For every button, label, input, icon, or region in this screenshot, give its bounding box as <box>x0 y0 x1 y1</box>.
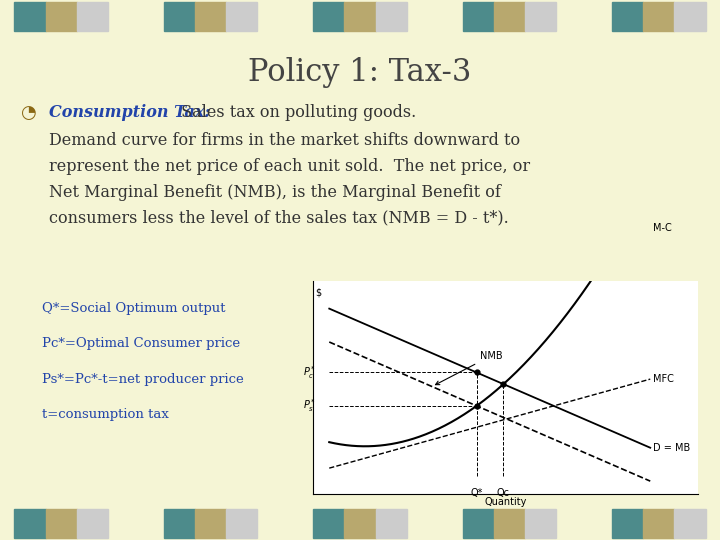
Text: M-C: M-C <box>654 223 672 233</box>
Bar <box>195 2 226 31</box>
Bar <box>376 2 407 31</box>
Text: Demand curve for firms in the market shifts downward to: Demand curve for firms in the market shi… <box>49 132 520 149</box>
Bar <box>163 2 195 31</box>
Bar <box>163 509 195 538</box>
Bar <box>675 509 706 538</box>
Bar <box>376 509 407 538</box>
Bar <box>313 2 344 31</box>
Bar <box>14 509 45 538</box>
Bar <box>494 509 525 538</box>
Bar <box>462 2 494 31</box>
Bar <box>45 2 77 31</box>
Bar <box>77 509 108 538</box>
Bar <box>494 2 525 31</box>
Bar <box>313 509 344 538</box>
Bar <box>643 2 675 31</box>
Bar <box>675 2 706 31</box>
Text: Pc*=Optimal Consumer price: Pc*=Optimal Consumer price <box>42 338 240 350</box>
Text: Qc: Qc <box>497 488 510 497</box>
Text: Ps*=Pc*-t=net producer price: Ps*=Pc*-t=net producer price <box>42 373 243 386</box>
Bar <box>612 2 643 31</box>
Text: Policy 1: Tax-3: Policy 1: Tax-3 <box>248 57 472 87</box>
Bar <box>525 2 557 31</box>
Bar <box>525 509 557 538</box>
Text: Net Marginal Benefit (NMB), is the Marginal Benefit of: Net Marginal Benefit (NMB), is the Margi… <box>49 184 501 200</box>
Text: represent the net price of each unit sold.  The net price, or: represent the net price of each unit sol… <box>49 158 530 175</box>
Bar <box>462 509 494 538</box>
Text: Q*=Social Optimum output: Q*=Social Optimum output <box>42 302 225 315</box>
Text: $: $ <box>315 287 321 298</box>
Bar <box>195 509 226 538</box>
Bar <box>643 509 675 538</box>
Bar <box>226 2 258 31</box>
Bar <box>344 509 376 538</box>
Text: t=consumption tax: t=consumption tax <box>42 408 168 421</box>
X-axis label: Quantity: Quantity <box>485 497 527 507</box>
Text: $P_s^*$: $P_s^*$ <box>303 397 316 414</box>
Bar <box>77 2 108 31</box>
Text: D = MB: D = MB <box>654 443 690 453</box>
Text: MFC: MFC <box>654 374 675 384</box>
Bar <box>344 2 376 31</box>
Text: Q*: Q* <box>470 488 483 497</box>
Text: consumers less the level of the sales tax (NMB = D - t*).: consumers less the level of the sales ta… <box>49 209 509 226</box>
Bar <box>612 509 643 538</box>
Bar <box>14 2 45 31</box>
Text: ◔: ◔ <box>20 104 36 122</box>
Bar <box>45 509 77 538</box>
Text: NMB: NMB <box>436 350 503 384</box>
Text: Consumption Tax:: Consumption Tax: <box>49 104 210 120</box>
Text: Sales tax on polluting goods.: Sales tax on polluting goods. <box>176 104 417 120</box>
Bar <box>226 509 258 538</box>
Text: $P_c^*$: $P_c^*$ <box>303 364 316 381</box>
